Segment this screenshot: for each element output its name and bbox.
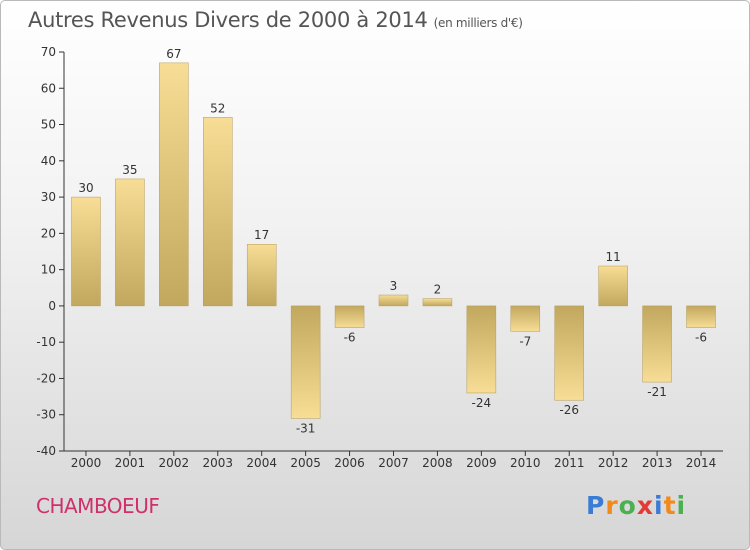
y-tick-label: 20 bbox=[41, 226, 56, 240]
x-tick-label: 2011 bbox=[554, 456, 585, 470]
chart-title: Autres Revenus Divers de 2000 à 2014 (en … bbox=[28, 8, 523, 32]
bar-value-label: -31 bbox=[296, 421, 316, 435]
bar bbox=[334, 305, 365, 328]
y-tick-label: -20 bbox=[36, 371, 56, 385]
x-tick-label: 2006 bbox=[334, 456, 365, 470]
bar bbox=[115, 178, 145, 307]
bar bbox=[686, 305, 716, 328]
chart-title-text: Autres Revenus Divers de 2000 à 2014 bbox=[28, 8, 428, 32]
logo-letter: o bbox=[618, 491, 637, 520]
x-tick-label: 2014 bbox=[686, 456, 717, 470]
y-tick-label: 40 bbox=[41, 154, 56, 168]
proxiti-logo: Proxiti bbox=[586, 491, 686, 520]
bar bbox=[203, 117, 233, 307]
y-tick-label: -10 bbox=[36, 335, 56, 349]
x-tick-label: 2013 bbox=[642, 456, 673, 470]
x-tick-label: 2012 bbox=[598, 456, 629, 470]
bar-value-label: 35 bbox=[122, 163, 137, 177]
bar bbox=[246, 243, 277, 307]
bar bbox=[554, 305, 584, 401]
bar-value-label: -6 bbox=[695, 331, 707, 345]
x-tick-label: 2005 bbox=[290, 456, 321, 470]
bar bbox=[422, 298, 453, 307]
logo-letter: i bbox=[654, 491, 664, 520]
commune-name: CHAMBOEUF bbox=[36, 494, 160, 518]
bar-value-label: -26 bbox=[559, 403, 579, 417]
bar-value-label: 11 bbox=[606, 250, 621, 264]
y-tick-label: -30 bbox=[36, 408, 56, 422]
y-tick-label: -40 bbox=[36, 444, 56, 458]
bar bbox=[71, 196, 101, 307]
bar bbox=[642, 305, 672, 383]
bar-value-label: 3 bbox=[390, 279, 398, 293]
bar bbox=[290, 305, 321, 419]
bar bbox=[598, 265, 628, 307]
x-tick-label: 2008 bbox=[422, 456, 453, 470]
bar-value-label: 17 bbox=[254, 228, 269, 242]
x-tick-label: 2003 bbox=[202, 456, 233, 470]
y-tick-label: 70 bbox=[41, 45, 56, 59]
chart-title-unit: (en milliers d'€) bbox=[433, 16, 523, 30]
y-tick-label: 0 bbox=[48, 299, 56, 313]
logo-letter: i bbox=[676, 491, 687, 520]
bar bbox=[378, 294, 409, 307]
bar bbox=[510, 305, 541, 332]
y-tick-label: 30 bbox=[41, 190, 56, 204]
bar-value-label: -21 bbox=[647, 385, 667, 399]
y-tick-label: 10 bbox=[41, 263, 56, 277]
logo-letter: r bbox=[605, 491, 619, 520]
bar-value-label: 2 bbox=[434, 283, 442, 297]
logo-letter: P bbox=[586, 491, 606, 520]
logo-letter: t bbox=[663, 491, 677, 520]
bar-value-label: 52 bbox=[210, 101, 225, 115]
y-tick-label: 60 bbox=[41, 81, 56, 95]
x-tick-label: 2001 bbox=[115, 456, 146, 470]
x-tick-label: 2000 bbox=[71, 456, 102, 470]
bar bbox=[466, 305, 497, 394]
x-tick-label: 2007 bbox=[378, 456, 409, 470]
bar-value-label: -7 bbox=[519, 334, 531, 348]
logo-letter: x bbox=[636, 491, 654, 520]
bar-value-label: 67 bbox=[166, 47, 181, 61]
y-tick-label: 50 bbox=[41, 118, 56, 132]
x-tick-label: 2010 bbox=[510, 456, 541, 470]
bar bbox=[159, 62, 189, 307]
bar-value-label: 30 bbox=[78, 181, 93, 195]
x-tick-label: 2002 bbox=[159, 456, 190, 470]
bar-value-label: -6 bbox=[344, 331, 356, 345]
bar-value-label: -24 bbox=[472, 396, 492, 410]
x-tick-label: 2004 bbox=[246, 456, 277, 470]
x-tick-label: 2009 bbox=[466, 456, 497, 470]
